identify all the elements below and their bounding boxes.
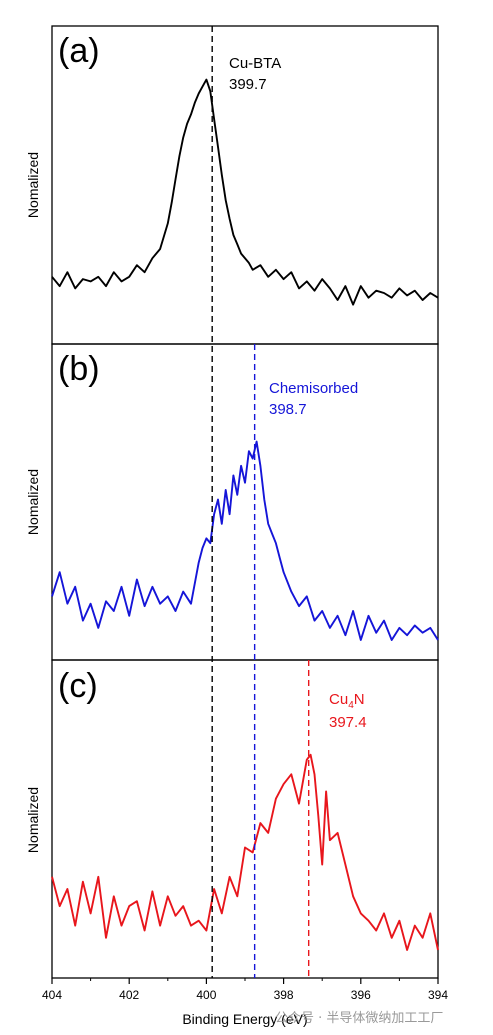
x-tick-label-404: 404 <box>42 988 62 1002</box>
panel-c: (c) Cu4N 397.4 Nomalized 404 402 400 398 396… <box>25 659 448 1027</box>
x-tick-label-400: 400 <box>196 988 216 1002</box>
panel-b-ylabel: Nomalized <box>25 469 41 535</box>
x-tick-label-402: 402 <box>119 988 139 1002</box>
panel-a: (a) Cu-BTA 399.7 Nomalized <box>25 25 439 345</box>
x-axis-label: Binding Energy (eV) <box>182 1011 307 1027</box>
panel-c-annotation-n: N <box>354 691 365 708</box>
panel-c-annotation-subscript: 4 <box>348 700 354 711</box>
x-tick-label-398: 398 <box>274 988 294 1002</box>
panel-c-annotation-cu: Cu <box>329 691 348 708</box>
panel-b-series-line <box>51 440 439 641</box>
panel-b-annotation-name: Chemisorbed <box>269 380 358 397</box>
x-tick-label-394: 394 <box>428 988 448 1002</box>
panel-a-annotation-name: Cu-BTA <box>229 55 281 72</box>
panel-b-label: (b) <box>58 350 100 388</box>
panel-c-label: (c) <box>58 667 98 705</box>
reference-lines <box>211 26 310 978</box>
panel-b-annotation-value: 398.7 <box>269 401 307 418</box>
panel-c-annotation-value: 397.4 <box>329 714 367 731</box>
panel-c-ylabel: Nomalized <box>25 787 41 853</box>
panel-c-frame <box>51 659 439 979</box>
panel-a-annotation-value: 399.7 <box>229 76 267 93</box>
panel-a-frame <box>51 25 439 345</box>
panel-a-ylabel: Nomalized <box>25 152 41 218</box>
panel-c-series-line <box>51 753 439 951</box>
panel-a-series-line <box>51 78 439 306</box>
x-tick-label-396: 396 <box>351 988 371 1002</box>
panel-b-frame <box>51 343 439 661</box>
panel-a-label: (a) <box>58 32 100 70</box>
panel-c-annotation-name: Cu4N <box>329 691 365 711</box>
panel-b: (b) Chemisorbed 398.7 Nomalized <box>25 343 439 661</box>
x-axis-ticks: 404 402 400 398 396 394 <box>42 978 448 1002</box>
right-edge-strip <box>487 0 493 1035</box>
watermark: 公众号 · 半导体微纳加工工厂 <box>275 1011 444 1026</box>
